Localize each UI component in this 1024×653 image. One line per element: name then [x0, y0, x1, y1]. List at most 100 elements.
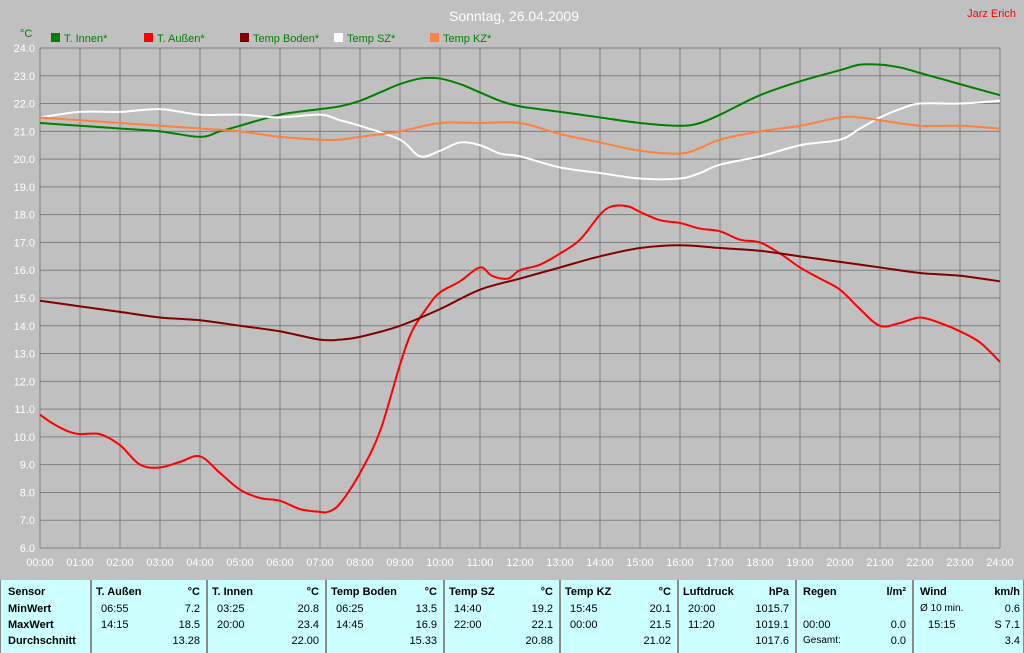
chart-legend: T. Innen* T. Außen* Temp Boden* Temp SZ* Tem… — [51, 33, 492, 45]
x-tick-label: 04:00 — [186, 557, 214, 569]
regen-total-label: Gesamt: — [803, 635, 841, 646]
max-time: 11:20 — [688, 619, 715, 631]
regen-total-value: 0.0 — [890, 635, 906, 647]
legend-label: T. Innen* — [64, 33, 108, 45]
stats-column: Temp Boden °C 06:25 13.5 14:45 16.9 15.33 — [326, 580, 444, 653]
legend-label: Temp KZ* — [443, 33, 492, 45]
y-tick-label: 21.0 — [14, 126, 35, 138]
y-tick-label: 7.0 — [20, 515, 35, 527]
legend-swatch — [334, 33, 343, 42]
x-tick-label: 05:00 — [226, 557, 254, 569]
statistics-table: Sensor MinWert MaxWert Durchschnitt T. A… — [0, 580, 1024, 653]
x-tick-label: 00:00 — [26, 557, 54, 569]
wind-max-time: 15:15 — [928, 619, 956, 631]
stats-column: T. Außen °C 06:55 7.2 14:15 18.5 13.28 — [91, 580, 207, 653]
regen-column: Regen l/m² 00:00 0.0 Gesamt: 0.0 — [796, 580, 913, 653]
max-time: 14:15 — [101, 619, 129, 631]
column-title: Temp SZ — [449, 586, 495, 598]
regen-max-value: 0.0 — [890, 619, 906, 631]
x-tick-label: 22:00 — [906, 557, 934, 569]
y-tick-label: 9.0 — [20, 460, 35, 472]
x-tick-label: 18:00 — [746, 557, 774, 569]
x-tick-label: 10:00 — [426, 557, 454, 569]
stats-column: Temp KZ °C 15:45 20.1 00:00 21.5 21.02 — [560, 580, 678, 653]
max-value: 22.1 — [531, 619, 553, 631]
wind-column: Wind km/h Ø 10 min. 0.6 15:15 S 7.1 3.4 — [913, 580, 1024, 653]
x-tick-label: 19:00 — [786, 557, 814, 569]
y-tick-label: 12.0 — [14, 376, 35, 388]
wind-max-value: S 7.1 — [994, 619, 1020, 631]
series-line-t_innen — [39, 63, 1001, 138]
x-tick-label: 12:00 — [506, 557, 534, 569]
legend-swatch — [51, 33, 60, 42]
average-value: 15.33 — [409, 635, 437, 647]
chart-title: Sonntag, 26.04.2009 — [449, 8, 579, 24]
max-value: 1019.1 — [755, 619, 789, 631]
y-tick-label: 18.0 — [14, 210, 35, 222]
y-unit-label: °C — [20, 28, 32, 40]
x-tick-label: 17:00 — [706, 557, 734, 569]
y-tick-label: 13.0 — [14, 349, 35, 361]
min-row-label: MinWert — [8, 603, 52, 615]
wind-title: Wind — [920, 586, 947, 598]
regen-unit: l/m² — [886, 586, 906, 598]
y-tick-label: 17.0 — [14, 237, 35, 249]
column-unit: hPa — [768, 586, 789, 598]
x-tick-label: 08:00 — [346, 557, 374, 569]
stats-column: T. Innen °C 03:25 20.8 20:00 23.4 22.00 — [207, 580, 326, 653]
max-time: 22:00 — [454, 619, 482, 631]
max-value: 23.4 — [297, 619, 319, 631]
min-value: 7.2 — [184, 603, 200, 615]
average-value: 1017.6 — [755, 635, 789, 647]
max-time: 00:00 — [570, 619, 598, 631]
series-line-temp_boden — [39, 244, 1001, 342]
min-time: 14:40 — [454, 603, 482, 615]
average-value: 13.28 — [172, 635, 200, 647]
max-time: 14:45 — [336, 619, 364, 631]
wind-overall-value: 3.4 — [1004, 635, 1020, 647]
series-line-temp_sz — [39, 99, 1001, 181]
x-tick-label: 24:00 — [986, 557, 1014, 569]
legend-swatch — [430, 33, 439, 42]
y-tick-label: 23.0 — [14, 71, 35, 83]
max-time: 20:00 — [217, 619, 245, 631]
x-tick-label: 09:00 — [386, 557, 414, 569]
avg-row-label: Durchschnitt — [8, 635, 76, 647]
average-value: 22.00 — [291, 635, 319, 647]
max-row-label: MaxWert — [8, 619, 54, 631]
legend-label: T. Außen* — [157, 33, 205, 45]
y-tick-label: 6.0 — [20, 543, 35, 555]
x-tick-label: 15:00 — [626, 557, 654, 569]
min-value: 20.8 — [297, 603, 319, 615]
legend-swatch — [144, 33, 153, 42]
column-unit: °C — [658, 586, 671, 598]
min-time: 15:45 — [570, 603, 598, 615]
x-tick-label: 06:00 — [266, 557, 294, 569]
column-title: T. Außen — [96, 586, 142, 598]
average-value: 21.02 — [643, 635, 671, 647]
y-tick-label: 8.0 — [20, 487, 35, 499]
x-tick-label: 02:00 — [106, 557, 134, 569]
y-tick-label: 10.0 — [14, 432, 35, 444]
y-axis-ticks: 6.0 7.0 8.0 9.0 10.0 11.0 12.0 13.0 14.0 15.0 16.0… — [14, 43, 35, 555]
x-tick-label: 07:00 — [306, 557, 334, 569]
column-title: Temp Boden — [331, 586, 397, 598]
stats-column: Luftdruck hPa 20:00 1015.7 11:20 1019.1 1017.6 — [678, 580, 796, 653]
x-tick-label: 14:00 — [586, 557, 614, 569]
regen-title: Regen — [803, 586, 837, 598]
y-tick-label: 19.0 — [14, 182, 35, 194]
y-tick-label: 15.0 — [14, 293, 35, 305]
sensor-header: Sensor — [8, 586, 46, 598]
y-tick-label: 11.0 — [14, 404, 35, 416]
series-line-t_aussen — [39, 204, 1001, 514]
min-value: 1015.7 — [755, 603, 789, 615]
x-tick-label: 20:00 — [826, 557, 854, 569]
y-tick-label: 16.0 — [14, 265, 35, 277]
y-tick-label: 14.0 — [14, 321, 35, 333]
temperature-chart: Sonntag, 26.04.2009 Jarz Erich °C T. Inn… — [14, 8, 1016, 569]
x-tick-label: 16:00 — [666, 557, 694, 569]
legend-swatch — [240, 33, 249, 42]
min-value: 20.1 — [649, 603, 671, 615]
column-title: T. Innen — [212, 586, 253, 598]
min-time: 20:00 — [688, 603, 716, 615]
